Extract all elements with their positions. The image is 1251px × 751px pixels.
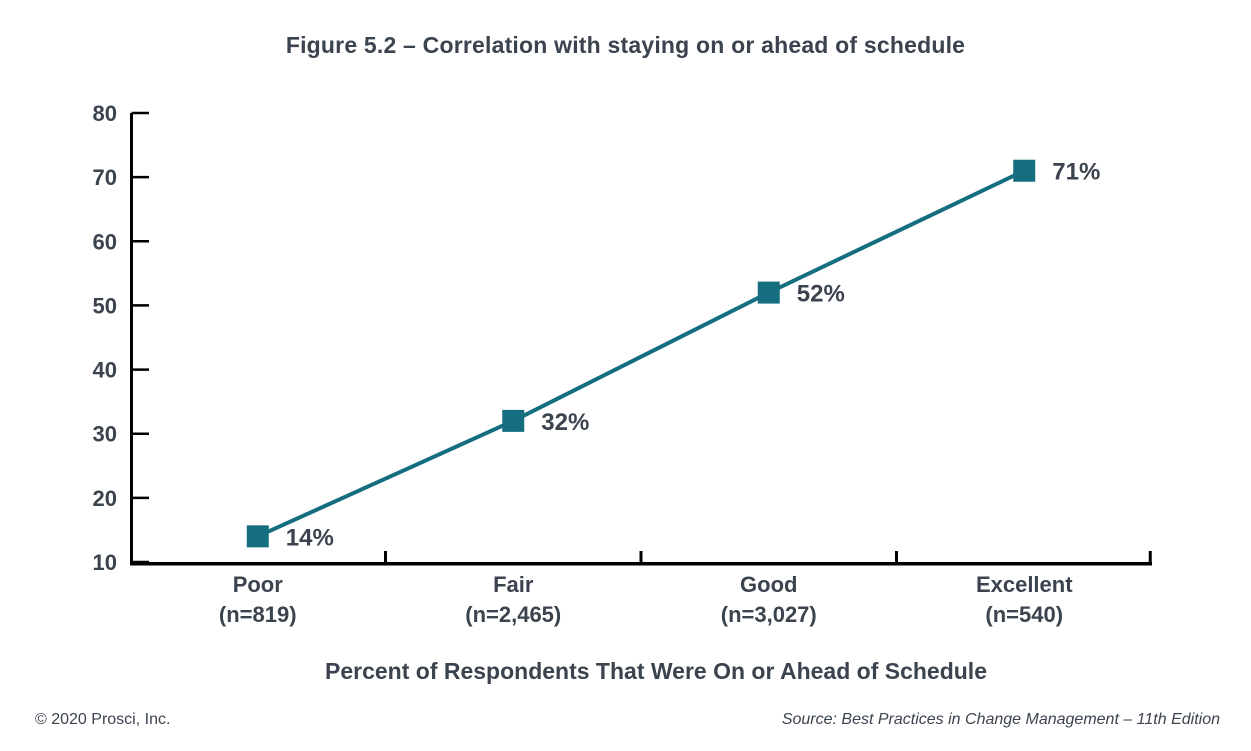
x-category-label: Fair [493, 572, 534, 597]
data-point-marker [502, 409, 525, 432]
x-category-sublabel: (n=819) [219, 602, 297, 627]
x-axis-title: Percent of Respondents That Were On or A… [325, 658, 987, 684]
data-point-label: 32% [541, 409, 589, 436]
y-tick-label: 30 [93, 422, 117, 447]
x-category-label: Poor [233, 572, 284, 597]
x-category-sublabel: (n=3,027) [721, 602, 817, 627]
data-point-label: 52% [797, 281, 845, 308]
data-point-label: 14% [286, 524, 334, 551]
data-point-marker [757, 281, 780, 304]
x-category-sublabel: (n=540) [985, 602, 1063, 627]
source-prefix: Source: [781, 711, 842, 728]
copyright-text: © 2020 Prosci, Inc. [35, 711, 171, 728]
chart-title: Figure 5.2 – Correlation with staying on… [285, 32, 966, 58]
x-category-label: Good [740, 572, 797, 597]
x-category-sublabel: (n=2,465) [465, 602, 561, 627]
x-category-label: Excellent [976, 572, 1073, 597]
y-tick-label: 80 [93, 101, 117, 126]
y-tick-label: 70 [93, 165, 117, 190]
y-tick-label: 40 [93, 358, 117, 383]
data-point-marker [246, 525, 269, 548]
y-tick-label: 20 [93, 486, 117, 511]
source-title: Best Practices in Change Management – 11… [841, 711, 1220, 728]
trend-line [256, 168, 1026, 539]
y-tick-label: 50 [93, 293, 117, 318]
source-text: Source: Best Practices in Change Managem… [782, 711, 1220, 729]
data-point-marker [1013, 159, 1036, 182]
data-point-label: 71% [1052, 159, 1100, 186]
y-tick-label: 60 [93, 229, 117, 254]
y-tick-label: 10 [93, 550, 117, 575]
